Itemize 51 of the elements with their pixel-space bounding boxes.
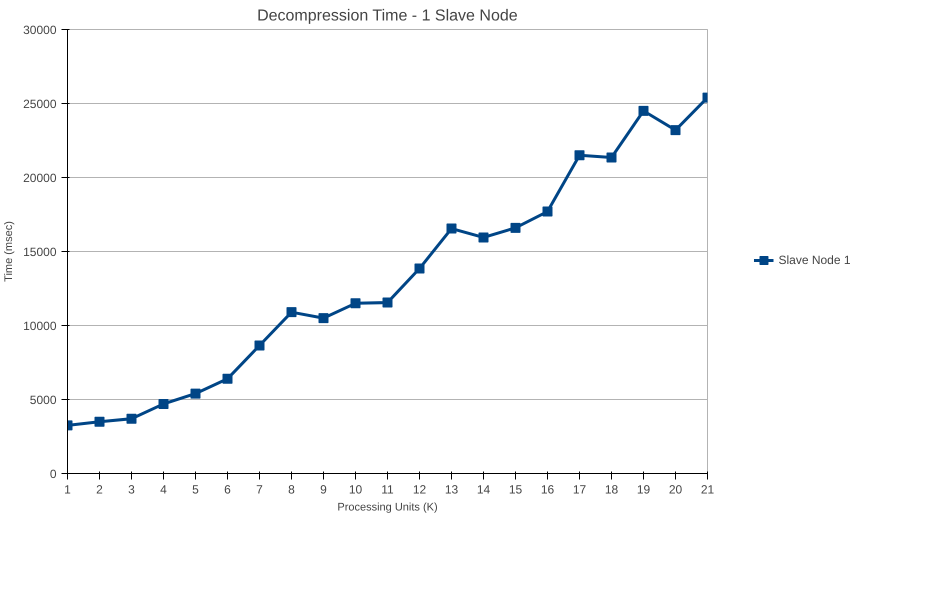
x-tick-label: 12 [412,482,426,496]
x-tick-label: 3 [128,482,136,496]
x-tick-label: 15 [508,482,522,496]
point [94,416,104,427]
x-tick-label: 11 [381,482,394,496]
point [158,398,168,409]
point [510,222,520,233]
y-tick-label: 15000 [23,245,57,259]
x-tick-label: 8 [288,482,296,496]
x-axis-title: Processing Units (K) [337,502,438,514]
y-tick-label: 30000 [23,23,57,37]
point [414,264,424,274]
point [542,206,552,217]
point [190,388,200,399]
point [670,125,680,136]
y-tick-label: 0 [50,467,57,481]
x-tick-label: 13 [444,482,458,496]
x-tick-label: 17 [572,482,586,496]
point [478,232,488,242]
point [638,106,648,116]
chart-title: Decompression Time - 1 Slave Node [257,8,518,24]
x-tick-label: 21 [700,482,714,496]
point [574,150,584,160]
x-tick-label: 5 [192,482,200,496]
point [350,298,360,308]
y-tick-label: 10000 [23,319,57,333]
point [254,340,264,350]
x-tick-label: 6 [224,482,232,496]
x-tick-label: 20 [668,482,682,496]
y-axis-title: Time (msec) [3,221,16,282]
x-tick-label: 18 [604,482,618,496]
legend-label: Slave Node 1 [778,253,851,267]
x-tick-label: 19 [636,482,650,496]
point [222,374,232,384]
x-tick-label: 7 [256,482,264,496]
point [446,224,456,234]
y-tick-label: 5000 [30,393,57,407]
y-tick-label: 25000 [23,97,57,111]
x-tick-label: 4 [160,482,168,496]
x-tick-label: 16 [540,482,554,496]
point [286,307,296,318]
point [606,152,616,163]
x-tick-label: 9 [320,482,328,496]
point [382,298,392,308]
point [126,414,136,424]
point [318,313,328,324]
y-tick-label: 20000 [23,171,57,185]
x-tick-label: 14 [476,482,490,496]
x-tick-label: 10 [348,482,362,496]
x-tick-label: 1 [64,482,72,496]
x-tick-label: 2 [96,482,104,496]
